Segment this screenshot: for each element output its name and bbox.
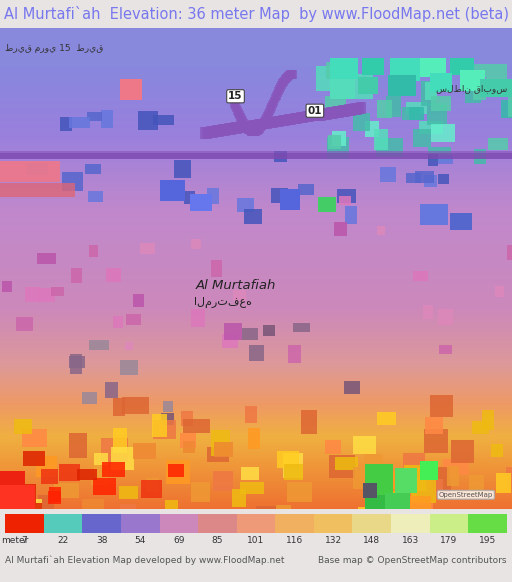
Text: 38: 38 — [96, 535, 108, 545]
Bar — [198, 514, 237, 533]
Text: 163: 163 — [402, 535, 419, 545]
Text: 179: 179 — [440, 535, 458, 545]
Text: 15: 15 — [228, 91, 243, 101]
Bar — [82, 514, 121, 533]
Text: 132: 132 — [325, 535, 342, 545]
Bar — [468, 514, 507, 533]
Text: 54: 54 — [135, 535, 146, 545]
Bar — [44, 514, 82, 533]
Text: المرتفعه: المرتفعه — [194, 297, 252, 308]
Bar — [352, 514, 391, 533]
Text: 22: 22 — [57, 535, 69, 545]
Bar — [391, 514, 430, 533]
Bar — [160, 514, 198, 533]
Text: meter: meter — [1, 535, 28, 545]
Text: سلطان قابوس: سلطان قابوس — [436, 84, 507, 93]
Bar — [314, 514, 352, 533]
Text: طريق مروي 15  طريق: طريق مروي 15 طريق — [5, 44, 103, 53]
Bar — [275, 514, 314, 533]
Text: 7: 7 — [22, 535, 27, 545]
Bar — [430, 514, 468, 533]
Text: 69: 69 — [173, 535, 184, 545]
Text: 85: 85 — [211, 535, 223, 545]
Bar — [121, 514, 160, 533]
Text: 101: 101 — [247, 535, 265, 545]
Text: OpenStreetMap: OpenStreetMap — [439, 492, 493, 498]
Text: 116: 116 — [286, 535, 303, 545]
Text: Base map © OpenStreetMap contributors: Base map © OpenStreetMap contributors — [318, 556, 507, 565]
Text: Al Murtafi`ah Elevation Map developed by www.FloodMap.net: Al Murtafi`ah Elevation Map developed by… — [5, 556, 285, 565]
Text: 148: 148 — [363, 535, 380, 545]
Text: 195: 195 — [479, 535, 496, 545]
Bar — [5, 514, 44, 533]
Bar — [237, 514, 275, 533]
Text: Al Murtafi`ah  Elevation: 36 meter Map  by www.FloodMap.net (beta): Al Murtafi`ah Elevation: 36 meter Map by… — [4, 6, 508, 22]
Text: 01: 01 — [308, 106, 322, 116]
Text: Al Murtafiah: Al Murtafiah — [196, 279, 275, 292]
